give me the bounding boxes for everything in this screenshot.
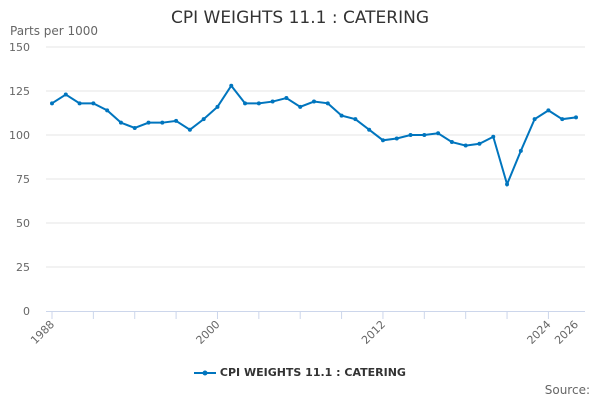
y-axis-label: Parts per 1000 bbox=[10, 24, 99, 38]
legend-label: CPI WEIGHTS 11.1 : CATERING bbox=[219, 366, 406, 379]
y-tick-label: 125 bbox=[9, 85, 30, 98]
data-point bbox=[50, 101, 54, 106]
data-point bbox=[518, 148, 523, 153]
data-point bbox=[505, 182, 510, 187]
data-point bbox=[160, 120, 165, 125]
data-point bbox=[256, 101, 261, 106]
data-point bbox=[215, 104, 220, 109]
data-point bbox=[118, 120, 123, 125]
y-tick-label: 25 bbox=[16, 261, 30, 274]
y-tick-label: 100 bbox=[9, 129, 30, 142]
data-point bbox=[91, 101, 96, 106]
data-point bbox=[105, 108, 110, 113]
data-point bbox=[436, 131, 441, 136]
x-tick-label: 1988 bbox=[28, 318, 57, 347]
data-point bbox=[449, 140, 454, 145]
y-tick-label: 75 bbox=[16, 173, 30, 186]
data-point bbox=[477, 141, 482, 146]
data-point bbox=[394, 136, 399, 141]
data-point bbox=[132, 125, 137, 130]
legend-line-icon bbox=[194, 370, 217, 376]
data-point bbox=[339, 113, 344, 118]
legend[interactable]: CPI WEIGHTS 11.1 : CATERING bbox=[0, 366, 600, 379]
y-tick-label: 50 bbox=[16, 217, 30, 230]
data-point bbox=[380, 138, 385, 143]
data-point bbox=[422, 133, 427, 137]
data-point bbox=[77, 101, 82, 106]
data-point bbox=[353, 117, 358, 122]
data-point bbox=[560, 117, 565, 122]
source-label: Source: bbox=[544, 383, 590, 397]
data-point bbox=[270, 99, 275, 104]
x-tick-label: 2000 bbox=[194, 318, 223, 347]
data-point bbox=[367, 127, 372, 132]
x-tick-label: 2024 bbox=[525, 318, 554, 347]
data-point bbox=[463, 143, 468, 148]
data-point bbox=[408, 133, 413, 137]
data-point bbox=[491, 134, 496, 139]
x-tick-label: 2026 bbox=[552, 318, 581, 347]
data-point bbox=[325, 101, 330, 106]
data-point bbox=[229, 83, 234, 88]
y-tick-label: 0 bbox=[23, 305, 30, 318]
data-point bbox=[243, 101, 248, 106]
data-point bbox=[574, 115, 578, 120]
data-point bbox=[298, 104, 303, 109]
data-point bbox=[146, 120, 151, 125]
data-point bbox=[546, 108, 551, 113]
data-point bbox=[187, 127, 192, 132]
data-point bbox=[201, 117, 206, 122]
chart-title: CPI WEIGHTS 11.1 : CATERING bbox=[170, 8, 430, 28]
data-point bbox=[532, 117, 537, 122]
data-point bbox=[284, 96, 289, 101]
data-point bbox=[312, 99, 316, 104]
y-tick-label: 150 bbox=[9, 41, 30, 54]
data-point bbox=[174, 118, 179, 123]
data-point bbox=[63, 92, 68, 97]
x-tick-label: 2012 bbox=[359, 318, 388, 347]
